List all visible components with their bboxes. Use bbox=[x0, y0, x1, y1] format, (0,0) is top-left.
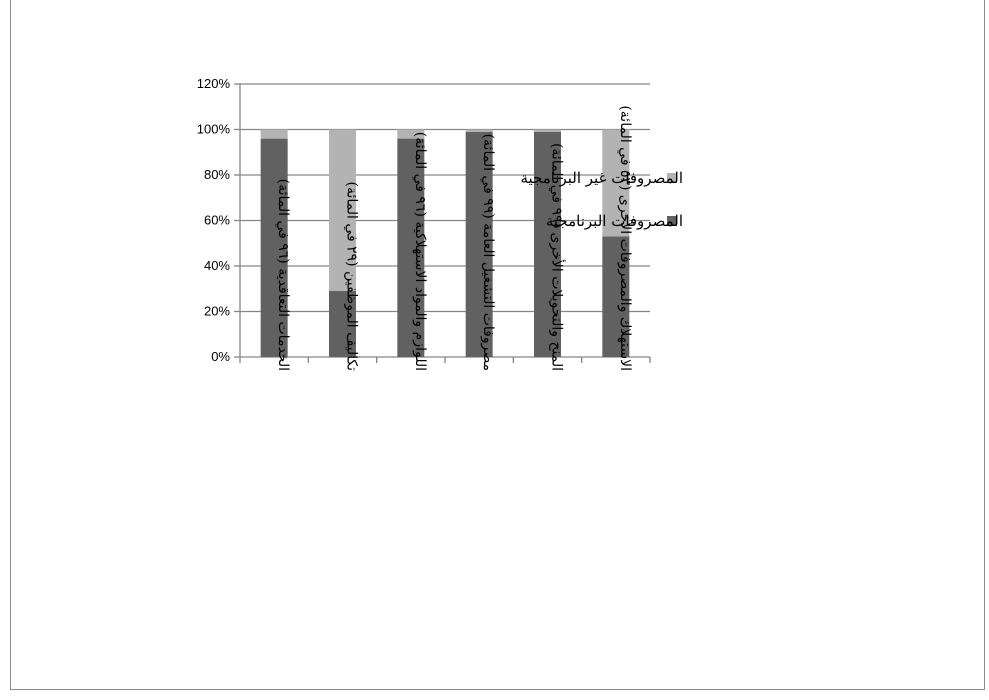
bar-non-programme bbox=[465, 129, 493, 132]
y-tick-label: 100% bbox=[197, 122, 231, 137]
bar-non-programme bbox=[260, 129, 288, 139]
bar-non-programme bbox=[602, 129, 630, 237]
y-tick-label: 40% bbox=[204, 258, 230, 273]
x-category-label: اللوازم والمواد الاستهلاكية (٩٦ في المائ… bbox=[412, 132, 428, 371]
bar-programme bbox=[329, 291, 356, 357]
x-category-label: الاستهلاك والمصروفات الأخرى (٥٣ في المائ… bbox=[617, 105, 635, 371]
legend-swatch bbox=[667, 173, 677, 183]
y-tick-label: 120% bbox=[197, 76, 231, 91]
y-tick-label: 20% bbox=[204, 304, 230, 319]
bar-programme bbox=[260, 138, 288, 357]
x-category-label: تكاليف الموظفين (٢٩ في المائة) bbox=[344, 181, 360, 371]
bar-non-programme bbox=[397, 129, 425, 139]
bar-programme bbox=[534, 131, 561, 357]
y-tick-label: 80% bbox=[204, 167, 230, 182]
x-category-label: المنح والتحويلات الأخرى (٩٩ في المائة) bbox=[549, 143, 567, 371]
bar-programme bbox=[465, 131, 493, 357]
y-tick-label: 0% bbox=[211, 349, 230, 364]
y-tick-label: 60% bbox=[204, 213, 230, 228]
x-category-label: الخدمات التعاقدية (٩٦ في المائة) bbox=[275, 179, 291, 371]
bar-programme bbox=[602, 236, 630, 357]
legend-swatch bbox=[667, 216, 677, 226]
bar-non-programme bbox=[534, 129, 561, 132]
bar-non-programme bbox=[329, 129, 356, 292]
bar-programme bbox=[397, 138, 425, 357]
legend-label: المصروفات البرنامجية bbox=[546, 212, 683, 230]
chart-frame bbox=[10, 0, 985, 690]
legend-label: المصروفات غير البرنامجية bbox=[520, 169, 683, 187]
x-category-label: مصروفات التشغيل العامة (٩٩ في المائة) bbox=[480, 134, 496, 371]
